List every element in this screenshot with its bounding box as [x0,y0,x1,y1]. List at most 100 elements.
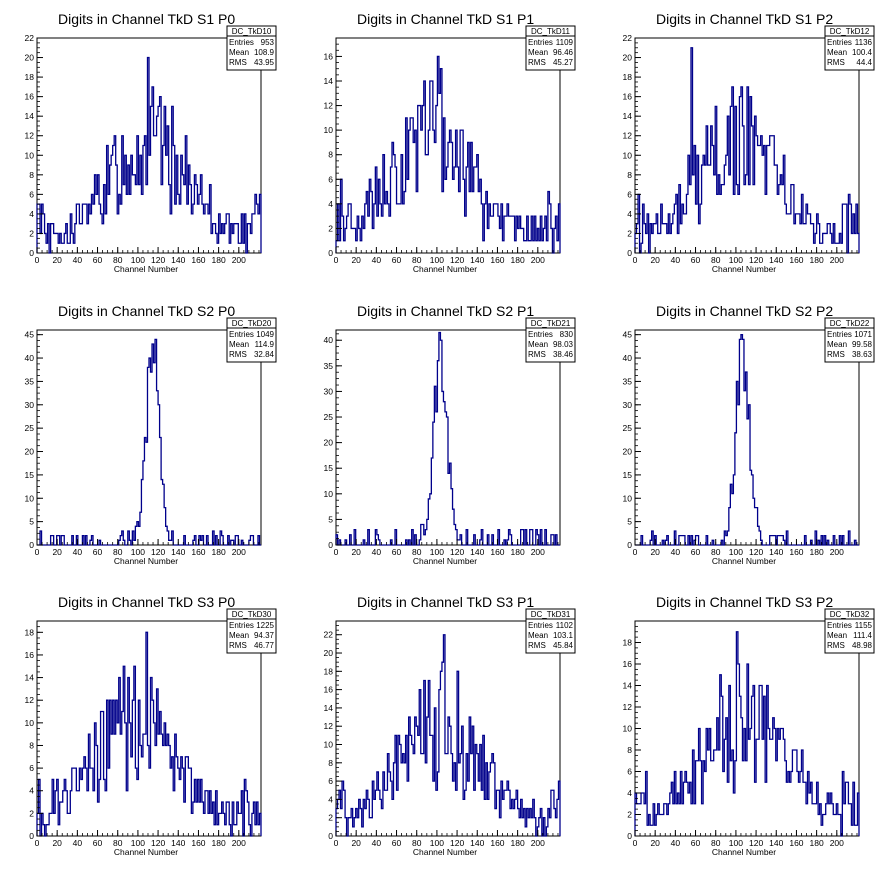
x-tick-label: 0 [633,255,638,265]
y-tick-label: 14 [324,76,334,86]
stats-rms-label: RMS [229,58,247,67]
y-tick-label: 8 [328,758,333,768]
histogram-series [37,338,261,546]
histogram-panel-6: Digits in Channel TkD S2 P2 0 5 10 15 20 25 30 3… [598,292,896,582]
stats-entries-value: 1071 [854,330,872,339]
y-tick-label: 18 [25,72,35,82]
x-tick-label: 180 [511,547,525,557]
chart-title: Digits in Channel TkD S1 P0 [58,11,235,27]
y-tick-label: 35 [324,361,334,371]
stats-rms-value: 48.98 [852,641,873,650]
stats-mean-value: 111.4 [853,631,872,640]
x-tick-label: 20 [351,547,361,557]
x-axis-label: Channel Number [114,264,178,274]
x-tick-label: 80 [412,547,422,557]
x-tick-label: 140 [470,255,484,265]
x-tick-label: 20 [650,547,660,557]
x-tick-label: 120 [151,255,165,265]
x-tick-label: 140 [769,838,783,848]
y-tick-label: 16 [623,659,633,669]
x-tick-label: 40 [372,838,382,848]
y-tick-label: 15 [25,470,35,480]
y-tick-label: 18 [324,666,334,676]
x-tick-label: 40 [73,838,83,848]
stats-rms-label: RMS [827,350,845,359]
histogram-svg: Digits in Channel TkD S2 P2 0 5 10 15 20 25 30 3… [623,303,875,566]
stats-mean-value: 100.4 [852,48,873,57]
stats-entries-label: Entries [229,38,254,47]
histogram-series [335,331,560,546]
stats-box: DC_TkD31 Entries 1102 Mean 103.1 RMS 45.84 [525,608,576,654]
y-tick-label: 12 [623,131,633,141]
histogram-series [635,334,859,546]
x-tick-label: 80 [412,838,422,848]
stats-mean-label: Mean [528,631,548,640]
x-tick-label: 120 [749,547,763,557]
x-tick-label: 0 [633,547,638,557]
x-tick-label: 160 [191,838,205,848]
histogram-series [36,631,262,837]
y-tick-label: 8 [328,150,333,160]
plot-frame [634,329,860,546]
x-axis-label: Channel Number [712,556,776,566]
histogram-panel-2: Digits in Channel TkD S1 P1 0 2 4 6 8 10 12 14 16… [299,0,597,290]
y-tick-label: 30 [25,400,35,410]
y-tick-label: 12 [324,101,334,111]
stats-entries-label: Entries [528,621,553,630]
histogram-svg: Digits in Channel TkD S3 P0 0 2 4 6 8 10 12 14 16… [25,594,277,857]
y-tick-label: 6 [29,763,34,773]
stats-mean-label: Mean [827,631,847,640]
x-tick-label: 180 [212,547,226,557]
x-tick-label: 40 [671,547,681,557]
stats-mean-label: Mean [229,631,249,640]
y-tick-label: 8 [29,740,34,750]
stats-rms-value: 32.84 [254,350,275,359]
chart-title: Digits in Channel TkD S1 P1 [357,11,534,27]
x-tick-label: 60 [392,547,402,557]
histogram-series [335,634,561,837]
x-tick-label: 40 [372,255,382,265]
y-tick-label: 10 [623,150,633,160]
y-tick-label: 0 [29,540,34,550]
x-tick-label: 40 [73,547,83,557]
y-tick-label: 20 [623,53,633,63]
x-tick-label: 120 [450,547,464,557]
plot-frame [335,37,561,254]
y-tick-label: 35 [623,376,633,386]
x-tick-label: 200 [531,838,545,848]
y-tick-label: 2 [328,223,333,233]
y-tick-label: 14 [25,111,35,121]
y-tick-label: 25 [324,412,334,422]
y-tick-label: 10 [324,489,334,499]
x-tick-label: 200 [531,255,545,265]
stats-mean-value: 108.9 [254,48,275,57]
stats-mean-label: Mean [229,48,249,57]
y-tick-label: 0 [627,248,632,258]
stats-entries-label: Entries [528,38,553,47]
y-tick-label: 4 [627,788,632,798]
stats-entries-label: Entries [229,330,254,339]
y-tick-label: 0 [29,831,34,841]
stats-entries-label: Entries [229,621,254,630]
y-tick-label: 5 [328,514,333,524]
x-tick-label: 60 [93,838,103,848]
y-tick-label: 45 [623,330,633,340]
histogram-series [335,55,561,254]
y-tick-label: 22 [623,33,633,43]
x-tick-label: 120 [450,838,464,848]
stats-entries-label: Entries [827,38,852,47]
stats-entries-label: Entries [827,621,852,630]
stats-entries-value: 1049 [256,330,274,339]
y-tick-label: 0 [627,831,632,841]
plot-frame [335,329,561,546]
x-tick-label: 100 [131,838,145,848]
histogram-panel-7: Digits in Channel TkD S3 P0 0 2 4 6 8 10 12 14 16… [0,583,298,873]
x-tick-label: 160 [191,547,205,557]
stats-box: DC_TkD10 Entries 953 Mean 108.9 RMS 43.95 [226,25,277,71]
y-tick-label: 6 [627,189,632,199]
stats-rms-label: RMS [229,641,247,650]
stats-rms-label: RMS [827,58,845,67]
stats-rms-label: RMS [528,350,546,359]
y-tick-label: 14 [623,111,633,121]
stats-mean-value: 98.03 [553,340,574,349]
